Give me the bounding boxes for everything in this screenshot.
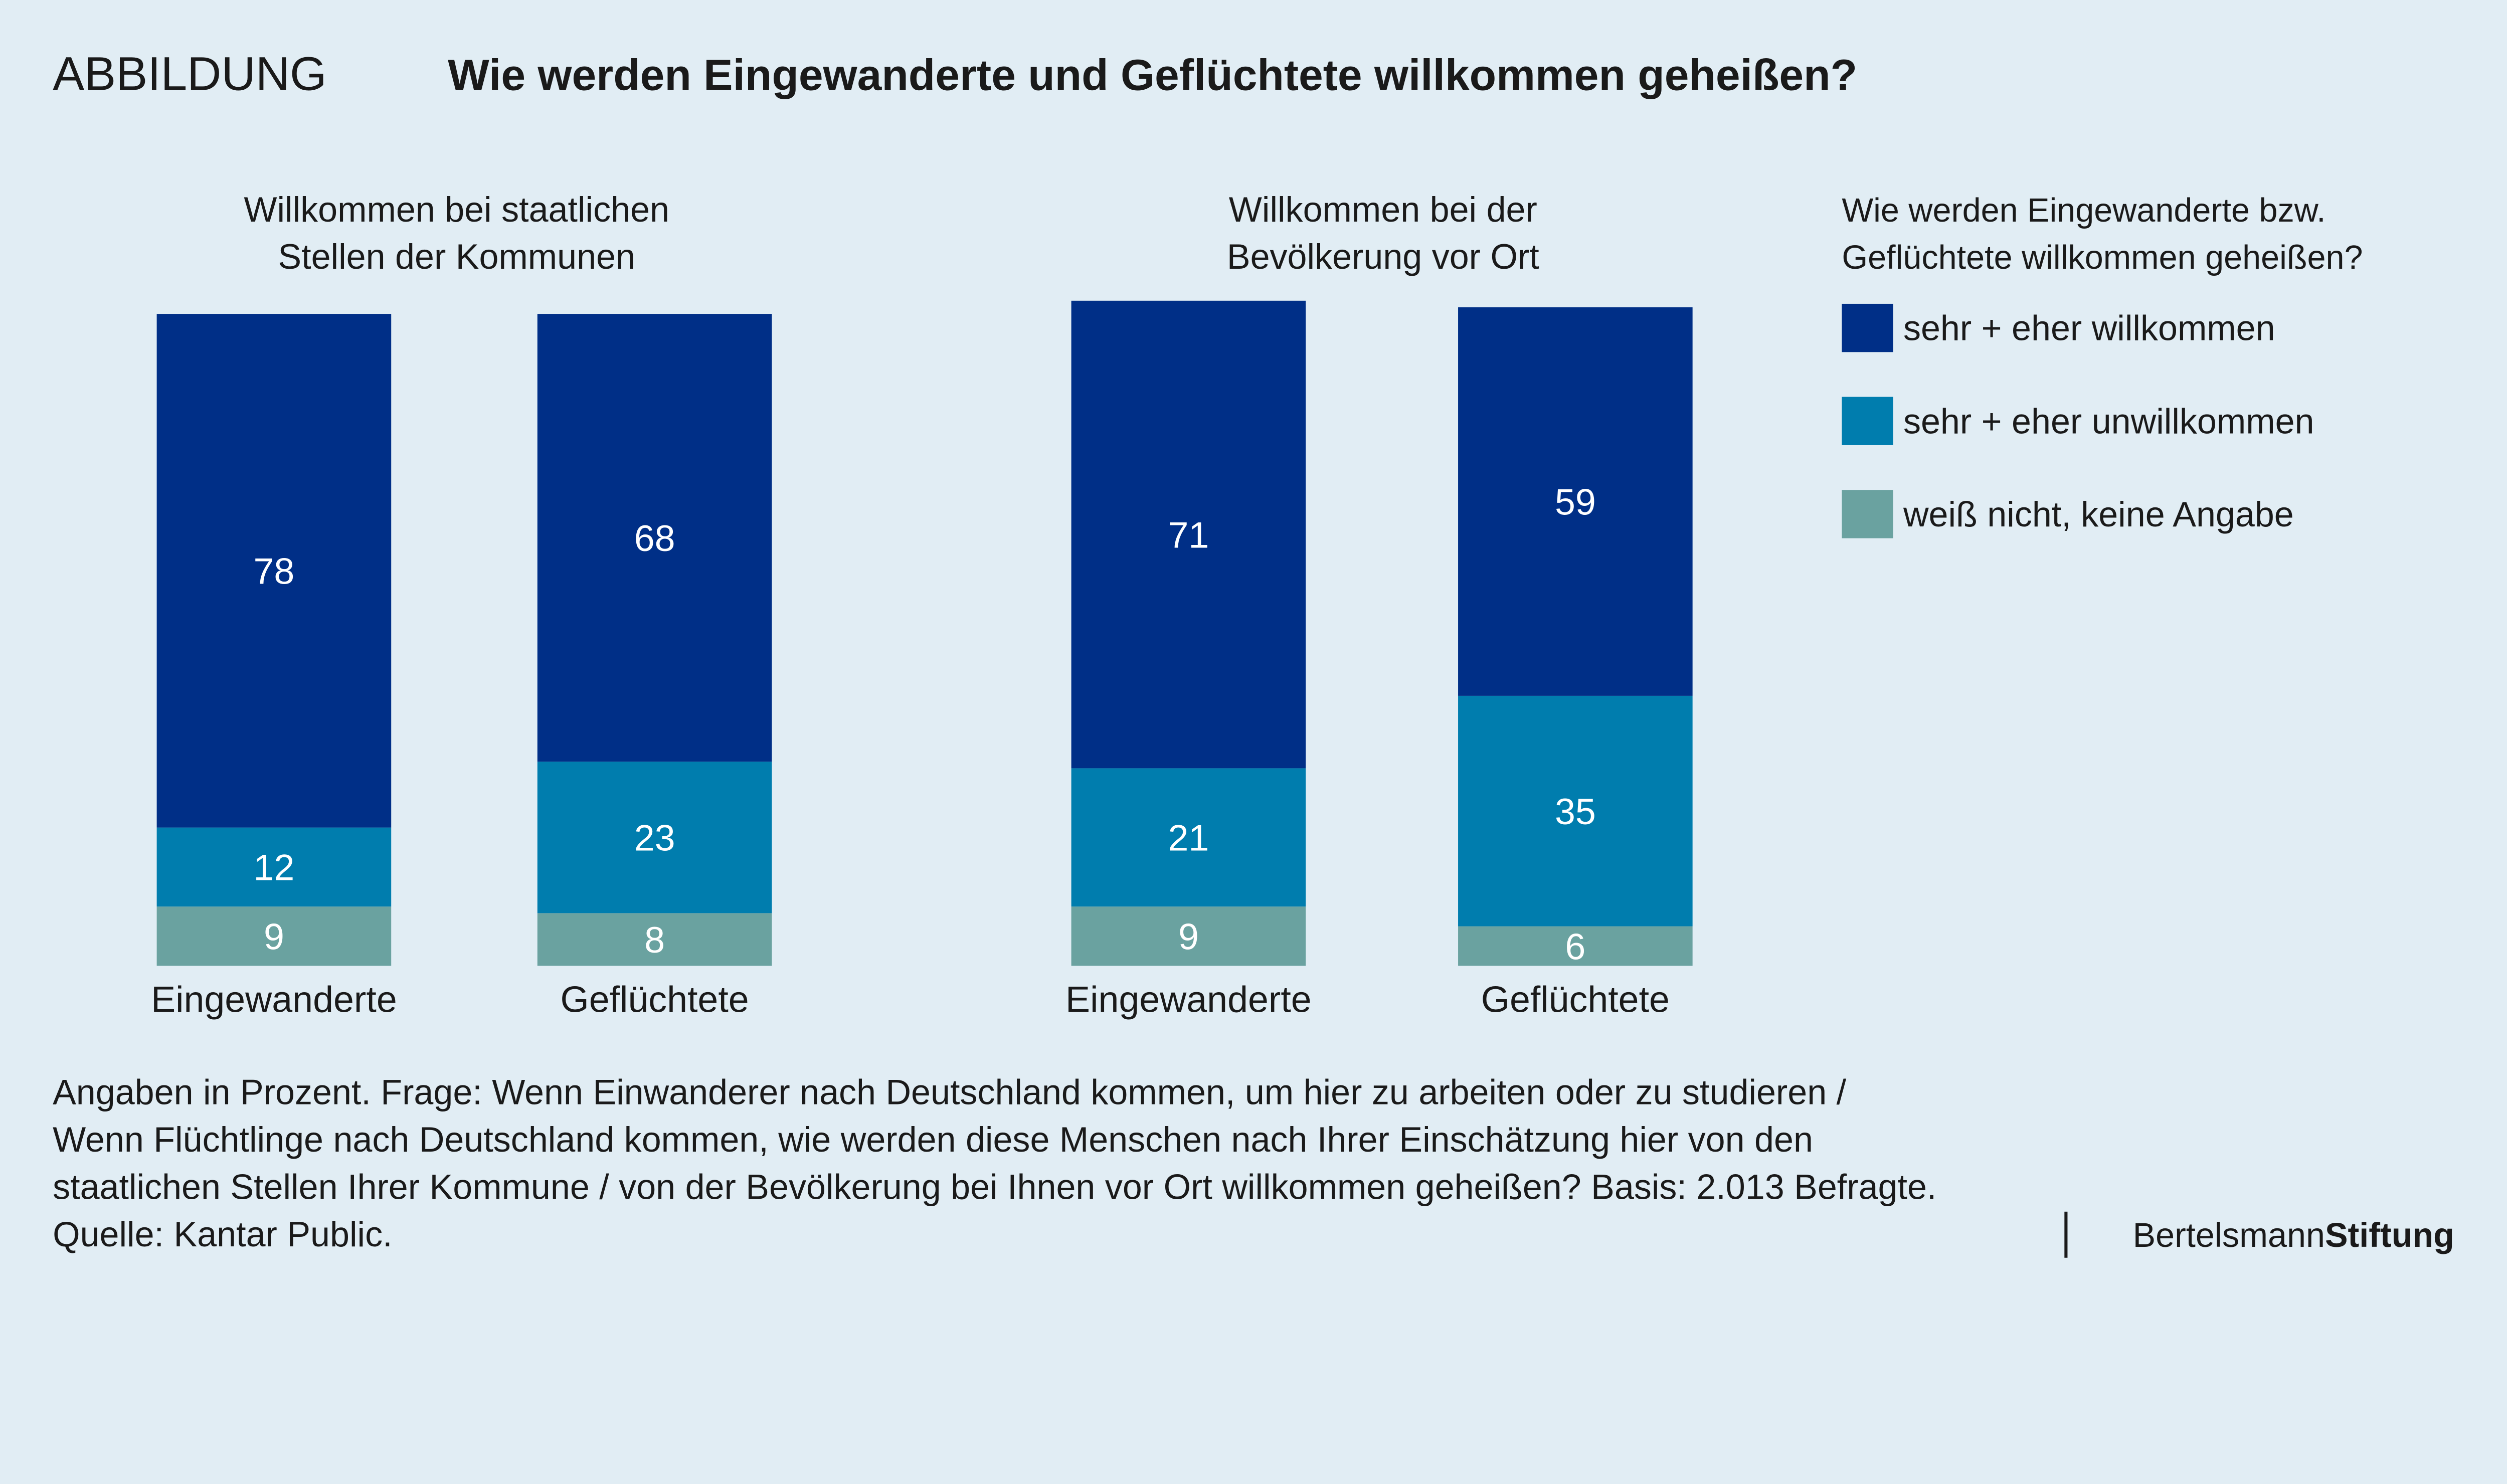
data-label: 9 <box>264 916 284 958</box>
legend-swatch <box>1842 490 1893 538</box>
footnote: Angaben in Prozent. Frage: Wenn Einwande… <box>53 1072 1936 1254</box>
figure-label: ABBILDUNG <box>53 48 327 101</box>
bar-segment <box>537 314 772 762</box>
data-label: 71 <box>1168 514 1209 555</box>
data-label: 59 <box>1555 481 1596 523</box>
data-label: 6 <box>1565 925 1585 967</box>
bar-segment <box>1458 695 1693 926</box>
bar-segment <box>1071 300 1306 769</box>
group-title: Bevölkerung vor Ort <box>1227 237 1539 276</box>
data-label: 9 <box>1178 916 1199 958</box>
category-label: Geflüchtete <box>1481 978 1670 1020</box>
footnote-source: Quelle: Kantar Public. <box>53 1215 393 1254</box>
bar-segment <box>1071 906 1306 966</box>
footnote-line: staatlichen Stellen Ihrer Kommune / von … <box>53 1167 1936 1206</box>
category-label: Eingewanderte <box>1065 978 1312 1020</box>
bar-segment <box>537 762 772 913</box>
data-label: 12 <box>254 847 295 888</box>
legend: sehr + eher willkommen sehr + eher unwill… <box>1842 303 2314 538</box>
data-label: 68 <box>634 517 675 559</box>
footnote-line: Wenn Flüchtlinge nach Deutschland kommen… <box>53 1120 1813 1159</box>
category-label: Geflüchtete <box>561 978 749 1020</box>
bar-segment <box>156 906 392 966</box>
legend-title-line1: Wie werden Eingewanderte bzw. <box>1842 192 2325 229</box>
legend-title-line2: Geflüchtete willkommen geheißen? <box>1842 239 2363 276</box>
data-label: 8 <box>644 919 665 961</box>
bar-segment <box>156 314 392 828</box>
category-label: Eingewanderte <box>151 978 397 1020</box>
bar-segment <box>537 913 772 966</box>
legend-swatch <box>1842 303 1893 352</box>
data-label: 21 <box>1168 817 1209 859</box>
group-title: Stellen der Kommunen <box>278 237 635 276</box>
data-label: 23 <box>634 817 675 859</box>
data-label: 78 <box>254 550 295 592</box>
legend-entry: weiß nicht, keine Angabe <box>1903 495 2294 534</box>
svg-text:BertelsmannStiftung: BertelsmannStiftung <box>2133 1216 2454 1254</box>
bar-segment <box>1458 307 1693 696</box>
chart-title: Wie werden Eingewanderte und Geflüchtete… <box>448 51 1857 100</box>
legend-entry: sehr + eher willkommen <box>1903 309 2275 348</box>
bar-segment <box>1071 768 1306 907</box>
group-title: Willkommen bei der <box>1229 190 1537 229</box>
data-label: 35 <box>1555 791 1596 832</box>
legend-swatch <box>1842 397 1893 445</box>
stacked-bar-chart: ABBILDUNG Wie werden Eingewanderte und G… <box>53 47 2454 1258</box>
legend-entry: sehr + eher unwillkommen <box>1903 402 2314 441</box>
bar-segment <box>156 827 392 907</box>
group-title: Willkommen bei staatlichen <box>244 190 669 229</box>
footnote-line: Angaben in Prozent. Frage: Wenn Einwande… <box>53 1072 1847 1111</box>
bertelsmann-logo: BertelsmannStiftung <box>2064 1211 2454 1258</box>
bar-segment <box>1458 926 1693 966</box>
